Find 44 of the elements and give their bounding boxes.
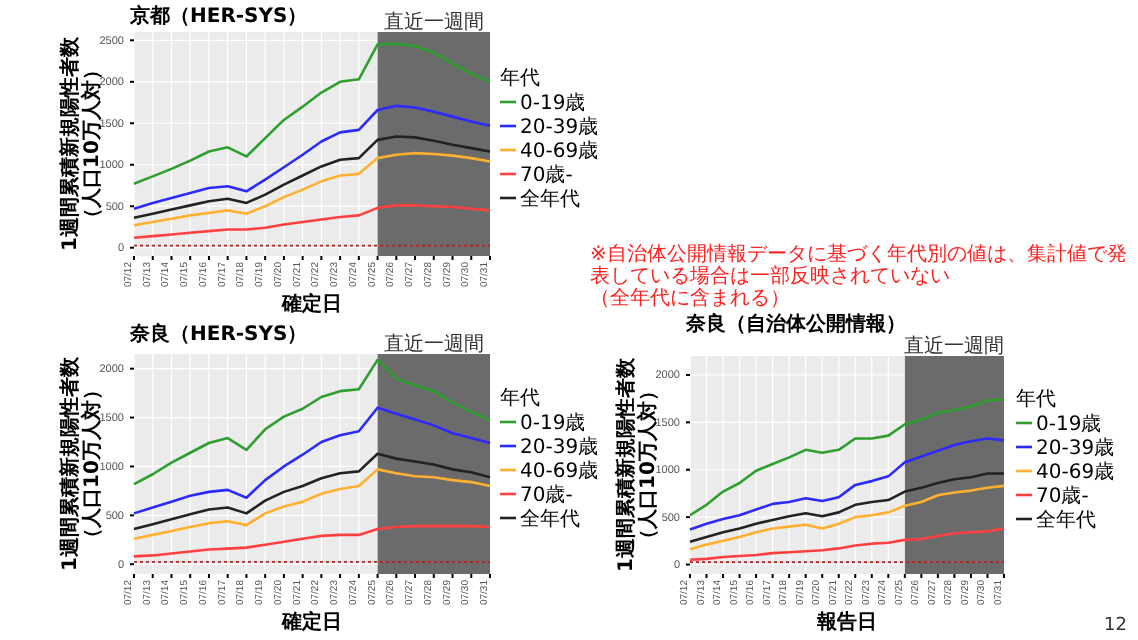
line-series: [132, 468, 492, 541]
legend-label: 全年代: [520, 187, 580, 211]
line-series: [132, 151, 492, 227]
legend-label: 20-39歳: [520, 435, 599, 459]
legend-label: 40-69歳: [1036, 460, 1115, 484]
legend-label: 20-39歳: [520, 115, 599, 139]
legend-title: 年代: [1016, 387, 1056, 411]
line-series: [132, 204, 492, 240]
line-series: [688, 527, 1006, 562]
line-series: [132, 524, 492, 558]
line-series: [132, 358, 492, 486]
band-label: 直近一週間: [904, 334, 1005, 358]
x-axis-title: 報告日: [815, 610, 877, 634]
legend-label: 0-19歳: [520, 91, 586, 115]
band-label: 直近一週間: [383, 332, 484, 356]
chart-title: 京都（HER-SYS）: [128, 4, 308, 28]
legend-label: 20-39歳: [1036, 436, 1115, 460]
line-series: [688, 484, 1006, 551]
legend-label: 70歳-: [520, 483, 574, 507]
legend-label: 0-19歳: [520, 411, 586, 435]
legend-label: 70歳-: [520, 163, 574, 187]
legend-label: 全年代: [1036, 508, 1096, 532]
legend-label: 70歳-: [1036, 484, 1090, 508]
text: 12: [1104, 616, 1127, 636]
line-series: [132, 406, 492, 515]
line-series: [132, 104, 492, 211]
band-label: 直近一週間: [383, 10, 484, 34]
line-series: [132, 135, 492, 220]
line-series: [688, 398, 1006, 517]
legend-label: 0-19歳: [1036, 412, 1102, 436]
text: ※自治体公開情報データに基づく年代別の値は、集計値で発表している場合は一部反映されていない（全年代に含まれる）: [590, 242, 1127, 310]
line-series: [688, 472, 1006, 544]
legend-label: 全年代: [520, 507, 580, 531]
legend-label: 40-69歳: [520, 139, 599, 163]
line-series: [132, 42, 492, 186]
chart-title: 奈良（自治体公開情報）: [684, 312, 906, 336]
legend-label: 40-69歳: [520, 459, 599, 483]
x-axis-title: 確定日: [280, 292, 342, 316]
legend-title: 年代: [500, 66, 540, 90]
chart-title: 奈良（HER-SYS）: [128, 322, 308, 346]
x-axis-title: 確定日: [280, 610, 342, 634]
line-series: [688, 437, 1006, 531]
line-series: [132, 452, 492, 531]
legend-title: 年代: [500, 386, 540, 410]
